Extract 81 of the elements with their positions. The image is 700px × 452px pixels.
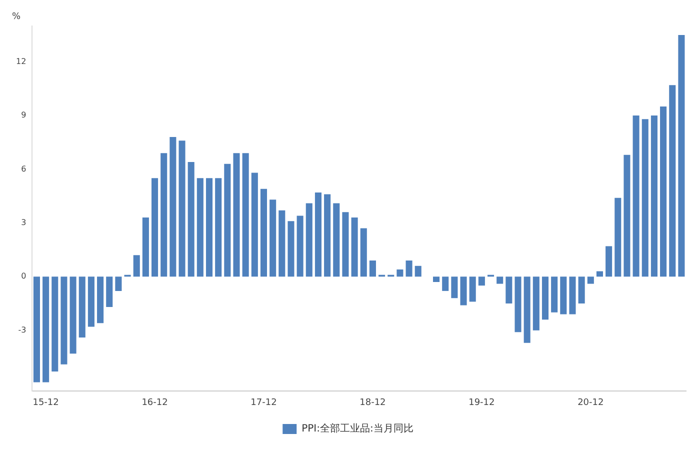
bar [142, 218, 149, 277]
bar [333, 203, 340, 277]
bar [106, 276, 113, 308]
bar [196, 178, 204, 277]
bar [587, 276, 594, 284]
legend-label: PPI:全部工业品:当月同比 [302, 422, 414, 435]
bar [650, 116, 658, 277]
bar [660, 106, 667, 277]
bar [242, 153, 249, 277]
bar [451, 276, 458, 298]
y-tick-label: -3 [18, 325, 26, 334]
bar [133, 255, 140, 277]
bar [296, 216, 304, 277]
bar [414, 266, 422, 277]
x-tick-label: 18-12 [360, 398, 386, 408]
bar [342, 212, 349, 277]
bar [306, 203, 312, 277]
bar [532, 276, 540, 330]
bar [88, 276, 94, 327]
x-tick-label: 19-12 [468, 398, 495, 408]
bar [351, 218, 358, 277]
bar [632, 116, 640, 277]
bar [152, 178, 158, 277]
bar [596, 271, 603, 277]
bar [478, 276, 485, 286]
bar [178, 140, 186, 277]
bar [542, 276, 549, 320]
bar [160, 153, 168, 277]
bar [578, 276, 585, 304]
bar [406, 260, 412, 277]
bar [396, 269, 404, 277]
y-tick-label: 3 [21, 218, 26, 227]
bar [551, 276, 558, 312]
bar [524, 276, 530, 343]
bar [360, 228, 367, 277]
bar [278, 210, 286, 277]
bar [60, 276, 68, 364]
bar [251, 172, 258, 277]
bar [569, 276, 576, 314]
bar [233, 153, 240, 277]
bar [170, 136, 176, 277]
bar [206, 178, 213, 277]
bar [188, 162, 194, 277]
bar [496, 276, 504, 284]
bar [560, 276, 567, 314]
bar [78, 276, 86, 338]
bar [469, 276, 476, 302]
bar [33, 276, 40, 382]
y-tick-label: 6 [21, 164, 26, 174]
bar [314, 192, 322, 277]
bar [442, 276, 449, 291]
x-tick-label: 20-12 [578, 398, 604, 408]
x-tick-label: 15-12 [32, 398, 59, 408]
bar [606, 246, 612, 277]
bar [260, 188, 268, 277]
bar [642, 119, 648, 277]
bar [97, 276, 104, 324]
y-tick-label: 9 [21, 110, 26, 120]
bar [506, 276, 512, 304]
bar [678, 34, 685, 277]
bar [614, 198, 622, 277]
bar [288, 221, 294, 277]
bar [433, 276, 440, 282]
y-axis-title: % [12, 12, 21, 22]
bar [369, 260, 376, 277]
bar [669, 85, 676, 277]
bar [460, 276, 467, 306]
bar [52, 276, 58, 372]
bar [224, 164, 231, 277]
bar [514, 276, 522, 332]
bar [215, 178, 222, 277]
y-tick-label: 12 [16, 56, 26, 66]
y-tick-label: 0 [21, 272, 26, 281]
bar [70, 276, 76, 354]
bar [115, 276, 122, 291]
bar [324, 194, 331, 277]
x-tick-label: 17-12 [250, 398, 277, 408]
bar [270, 200, 276, 277]
bar [42, 276, 50, 382]
bar [624, 154, 630, 277]
x-tick-label: 16-12 [142, 398, 168, 408]
